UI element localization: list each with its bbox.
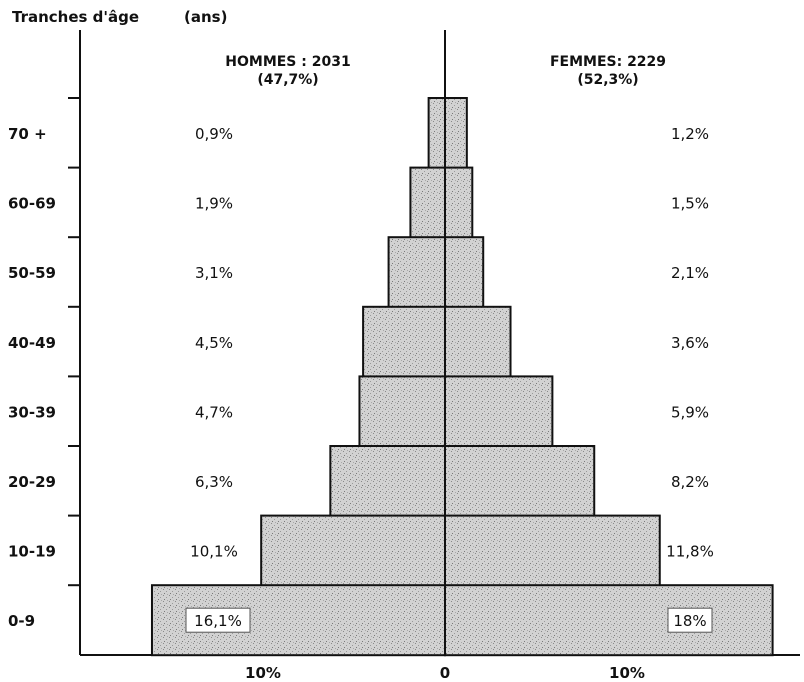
women-bar-5: [444, 445, 596, 517]
women-value-label-4: 5,9%: [671, 403, 709, 421]
men-bar-1: [409, 166, 447, 239]
women-value-label-6: 11,8%: [666, 543, 714, 561]
age-label-2: 50-59: [8, 264, 56, 282]
y-axis-title: Tranches d'âge: [12, 8, 139, 26]
age-label-5: 20-29: [8, 473, 56, 491]
men-header: HOMMES : 2031: [225, 54, 350, 70]
women-value-label-3: 3,6%: [671, 334, 709, 352]
women-bar-3: [444, 305, 512, 378]
men-bar-4: [358, 375, 446, 448]
men-value-label-5: 6,3%: [195, 473, 233, 491]
men-bar-5: [329, 445, 446, 517]
women-value-label-0: 1,2%: [671, 125, 709, 143]
men-bar-6: [260, 514, 446, 587]
age-label-0: 70 +: [8, 125, 47, 143]
age-label-7: 0-9: [8, 612, 35, 630]
women-bar-1: [444, 166, 474, 239]
y-axis-unit: (ans): [184, 8, 227, 26]
women-bar-2: [444, 236, 485, 309]
men-bar-2: [387, 236, 446, 309]
men-value-label-0: 0,9%: [195, 125, 233, 143]
x-tick-label-2: 10%: [609, 664, 645, 682]
x-tick-label-0: 10%: [245, 664, 281, 682]
women-value-box-7: [667, 607, 713, 633]
men-value-label-6: 10,1%: [190, 543, 238, 561]
women-bar-4: [444, 375, 554, 448]
men-share: (47,7%): [257, 72, 318, 88]
women-value-label-1: 1,5%: [671, 195, 709, 213]
age-label-4: 30-39: [8, 403, 56, 421]
women-value-label-5: 8,2%: [671, 473, 709, 491]
women-header: FEMMES: 2229: [550, 54, 666, 70]
men-value-label-4: 4,7%: [195, 403, 233, 421]
women-value-label-7: 18%: [673, 612, 706, 630]
women-bar-0: [444, 97, 468, 169]
women-bar-6: [444, 514, 661, 587]
x-tick-label-1: 0: [440, 664, 450, 682]
men-value-label-7: 16,1%: [194, 612, 242, 630]
men-value-label-1: 1,9%: [195, 195, 233, 213]
age-label-6: 10-19: [8, 543, 56, 561]
men-bar-0: [427, 97, 446, 169]
women-bar-7: [444, 584, 774, 657]
age-label-1: 60-69: [8, 195, 56, 213]
age-label-3: 40-49: [8, 334, 56, 352]
women-value-label-2: 2,1%: [671, 264, 709, 282]
men-value-box-7: [185, 607, 251, 633]
men-value-label-2: 3,1%: [195, 264, 233, 282]
men-bar-3: [362, 305, 447, 378]
women-share: (52,3%): [577, 72, 638, 88]
men-value-label-3: 4,5%: [195, 334, 233, 352]
